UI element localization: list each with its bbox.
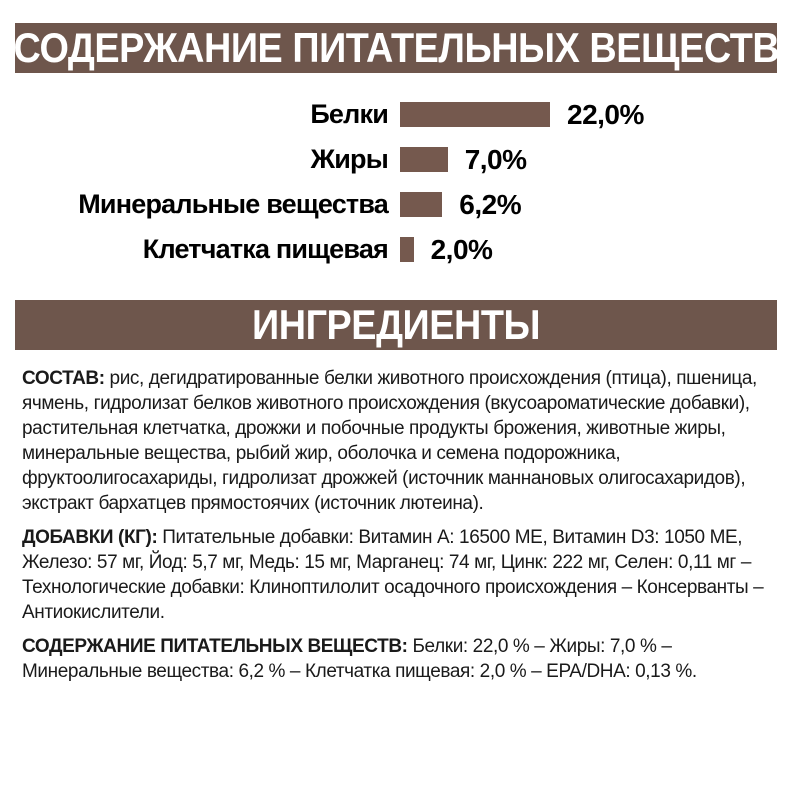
chart-label-proteins: Белки	[310, 99, 388, 129]
chart-label-minerals: Минеральные вещества	[78, 189, 389, 219]
additives-label: ДОБАВКИ (КГ):	[22, 527, 158, 548]
chart-row-proteins: Белки 22,0%	[0, 92, 800, 137]
chart-row-minerals: Минеральные вещества 6,2%	[0, 182, 800, 227]
bar-fats	[400, 147, 448, 172]
chart-value-fats: 7,0%	[464, 143, 527, 175]
chart-value-minerals: 6,2%	[459, 188, 522, 220]
bar-proteins	[400, 102, 550, 127]
chart-value-fiber: 2,0%	[430, 233, 493, 265]
ingredients-header-band: ИНГРЕДИЕНТЫ	[15, 300, 777, 350]
analysis-text: Белки: 22,0 % – Жиры: 7,0 % – Минеральны…	[22, 636, 697, 682]
analysis-label: СОДЕРЖАНИЕ ПИТАТЕЛЬНЫХ ВЕЩЕСТВ:	[22, 636, 408, 657]
chart-label-fats: Жиры	[310, 144, 389, 174]
nutrient-bar-chart: Белки 22,0% Жиры 7,0% Минеральные вещест…	[0, 92, 800, 272]
analysis-section: СОДЕРЖАНИЕ ПИТАТЕЛЬНЫХ ВЕЩЕСТВ: Белки: 2…	[22, 634, 767, 684]
chart-row-fats: Жиры 7,0%	[0, 137, 800, 182]
ingredients-body: СОСТАВ: рис, дегидратированные белки жив…	[22, 366, 767, 693]
composition-section: СОСТАВ: рис, дегидратированные белки жив…	[22, 366, 767, 516]
chart-value-proteins: 22,0%	[567, 98, 644, 130]
composition-label: СОСТАВ:	[22, 368, 105, 389]
bar-minerals	[400, 192, 443, 217]
chart-row-fiber: Клетчатка пищевая 2,0%	[0, 227, 800, 272]
chart-label-fiber: Клетчатка пищевая	[142, 234, 389, 264]
additives-section: ДОБАВКИ (КГ): Питательные добавки: Витам…	[22, 525, 767, 625]
nutrients-header-title: СОДЕРЖАНИЕ ПИТАТЕЛЬНЫХ ВЕЩЕСТВ	[13, 24, 779, 71]
nutrients-header-band: СОДЕРЖАНИЕ ПИТАТЕЛЬНЫХ ВЕЩЕСТВ	[13, 23, 779, 73]
ingredients-header-title: ИНГРЕДИЕНТЫ	[251, 301, 541, 348]
bar-fiber	[400, 237, 414, 262]
composition-text: рис, дегидратированные белки животного п…	[22, 368, 757, 514]
additives-text: Питательные добавки: Витамин A: 16500 МЕ…	[22, 527, 764, 623]
